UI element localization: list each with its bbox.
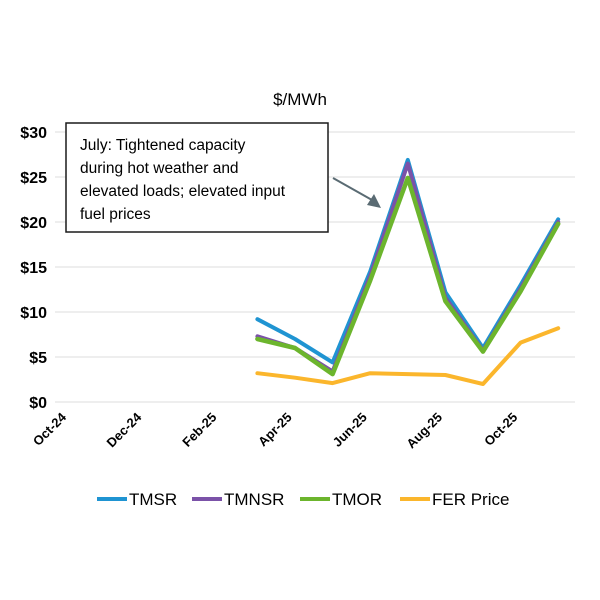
y-tick-label: $10 [20, 305, 47, 322]
chart-title: $/MWh [273, 90, 327, 109]
legend-label: FER Price [432, 490, 509, 509]
y-tick-label: $0 [29, 395, 47, 412]
series-lines [255, 157, 561, 386]
y-tick-label: $25 [20, 170, 47, 187]
y-axis-ticks: $0 $5 $10 $15 $20 $25 $30 [20, 125, 47, 412]
legend-label: TMNSR [224, 490, 284, 509]
x-axis-ticks: Oct-24 Dec-24 Feb-25 Apr-25 Jun-25 Aug-25 Oct-… [30, 409, 520, 451]
x-tick-label: Aug-25 [403, 410, 445, 452]
annotation-box [65, 122, 329, 233]
annotation-text-line: July: Tightened capacity [80, 137, 246, 154]
annotation-text-line: fuel prices [80, 206, 151, 223]
legend-item-tmor: TMOR [300, 490, 382, 509]
y-tick-label: $15 [20, 260, 47, 277]
y-tick-label: $20 [20, 215, 47, 232]
legend-item-fer-price: FER Price [400, 490, 509, 509]
legend-label: TMOR [332, 490, 382, 509]
x-tick-label: Jun-25 [330, 410, 370, 450]
y-tick-label: $5 [29, 350, 47, 367]
legend-item-tmnsr: TMNSR [192, 490, 284, 509]
annotation-text-line: elevated loads; elevated input [80, 183, 286, 200]
x-tick-label: Oct-25 [481, 410, 520, 449]
y-tick-label: $30 [20, 125, 47, 142]
x-tick-label: Oct-24 [30, 409, 70, 449]
x-tick-label: Feb-25 [179, 410, 219, 450]
x-tick-label: Apr-25 [255, 410, 295, 450]
legend-label: TMSR [129, 490, 177, 509]
annotation-text-line: during hot weather and [80, 160, 239, 177]
x-tick-label: Dec-24 [104, 409, 145, 450]
legend: TMSR TMNSR TMOR FER Price [97, 490, 509, 509]
annotation-arrow-line [332, 177, 373, 201]
series-line-fer-price [255, 326, 561, 386]
arrowhead-icon [367, 194, 381, 208]
legend-item-tmsr: TMSR [97, 490, 177, 509]
annotation-callout: July: Tightened capacity during hot weath… [65, 122, 381, 233]
